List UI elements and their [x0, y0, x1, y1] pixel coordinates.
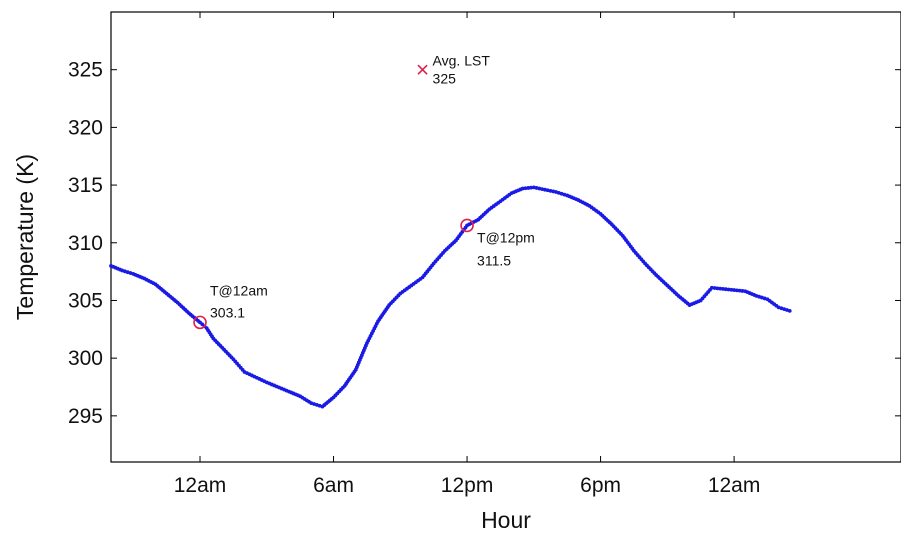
series-point: [723, 287, 728, 292]
series-point: [529, 185, 533, 190]
y-tick-label: 310: [68, 232, 103, 255]
annotation-circle-marker: [193, 315, 207, 330]
x-tick-label: 6pm: [580, 474, 621, 497]
y-tick-label: 305: [68, 289, 103, 312]
series-point: [732, 288, 736, 292]
y-axis-label: Temperature (K): [12, 154, 38, 320]
annotation-label: T@12am: [210, 282, 268, 298]
series-point: [523, 186, 528, 191]
y-tick-label: 320: [68, 116, 103, 139]
x-tick-label: 12am: [708, 474, 761, 497]
series-point: [787, 308, 792, 313]
series-point: [709, 285, 714, 290]
x-tick-label: 6am: [313, 474, 354, 497]
y-tick-label: 295: [68, 405, 103, 428]
x-tick-label: 12am: [174, 474, 227, 497]
annotation-x-marker: [417, 64, 428, 75]
annotation-value: 311.5: [477, 252, 511, 268]
series-point: [712, 286, 717, 290]
y-tick-label: 315: [68, 174, 103, 197]
series-point: [715, 286, 720, 291]
series-point: [721, 287, 725, 291]
series-point: [740, 289, 745, 293]
annotation-value: 325: [433, 71, 457, 87]
annotation-label: T@12pm: [477, 229, 535, 245]
series-point: [737, 288, 742, 293]
series-point: [526, 186, 531, 190]
x-axis: 12am 6am 12pm 6pm 12am: [174, 12, 761, 497]
series-point: [734, 288, 739, 293]
series-point: [718, 286, 723, 291]
x-tick-label: 12pm: [441, 474, 494, 497]
plot-area: [110, 11, 901, 463]
series-point: [729, 287, 734, 292]
series-layer: [109, 185, 792, 409]
series-point: [520, 186, 525, 191]
y-axis: 295 300 305 310 315 320 325: [68, 59, 901, 428]
y-tick-label: 300: [68, 347, 103, 370]
annotation-circle-marker: [460, 218, 474, 233]
series-point: [726, 287, 731, 292]
annotation-label: Avg. LST: [433, 53, 491, 69]
x-axis-label: Hour: [481, 507, 531, 533]
y-tick-label: 325: [68, 59, 103, 82]
annotation-layer: T@12am 303.1 T@12pm 311.5 Avg. LST 325: [193, 53, 535, 330]
annotation-value: 303.1: [210, 304, 245, 320]
